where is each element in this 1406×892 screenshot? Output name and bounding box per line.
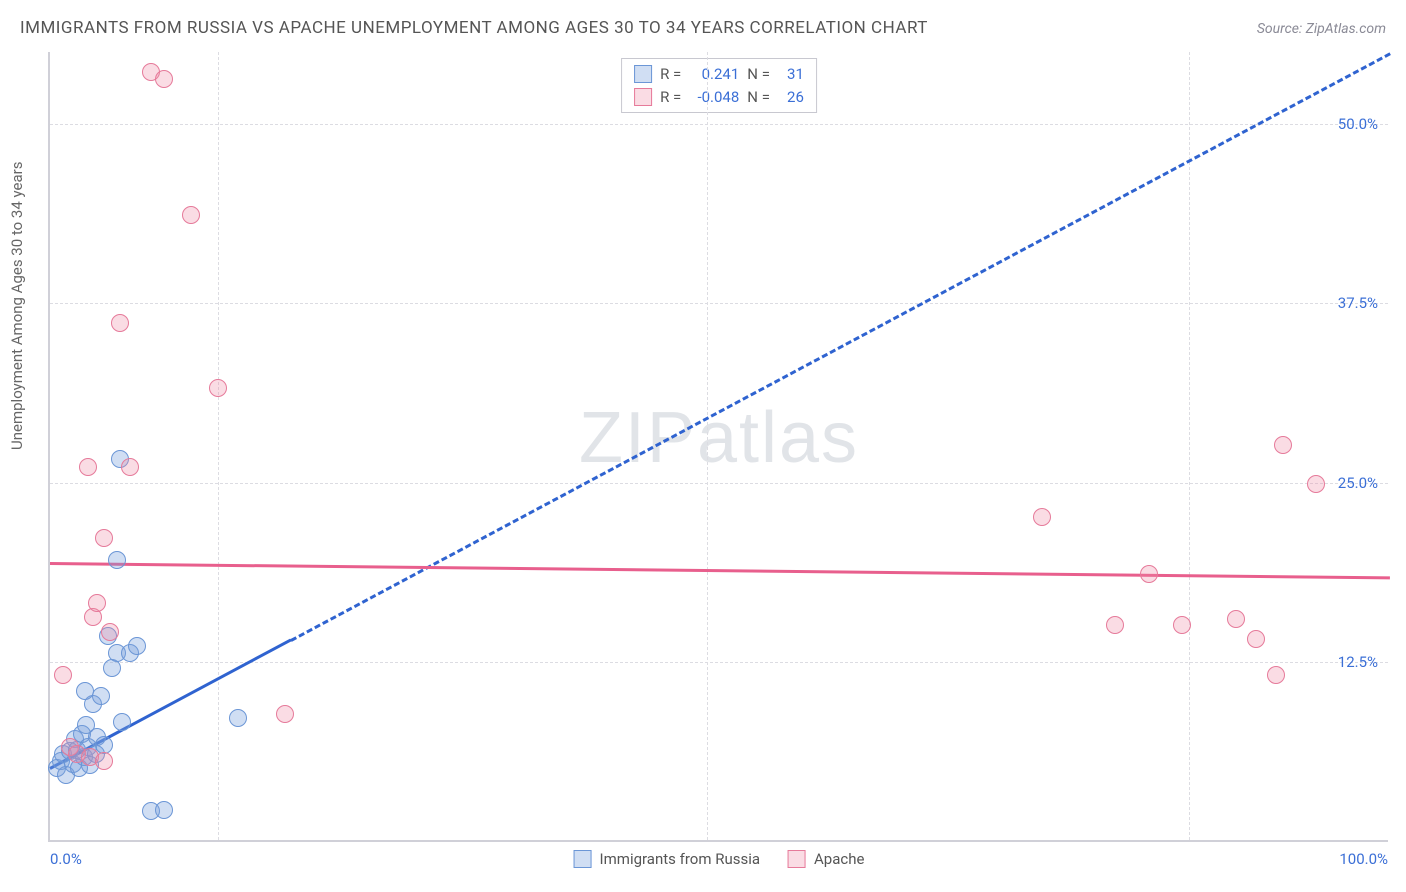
x-axis-max-label: 100.0%	[1339, 850, 1388, 868]
vertical-gridline	[1189, 52, 1190, 840]
header: IMMIGRANTS FROM RUSSIA VS APACHE UNEMPLO…	[20, 18, 1386, 38]
series-legend: Immigrants from Russia Apache	[574, 850, 865, 868]
data-point	[155, 801, 173, 819]
r-label: R =	[660, 86, 681, 109]
data-point	[95, 752, 113, 770]
n-label: N =	[747, 63, 770, 86]
trend-line-extrapolated	[290, 52, 1390, 641]
r-value: -0.048	[689, 86, 739, 109]
legend-swatch	[788, 850, 806, 868]
legend-label: Apache	[814, 850, 864, 868]
legend-label: Immigrants from Russia	[600, 850, 760, 868]
x-axis-min-label: 0.0%	[50, 850, 82, 868]
data-point	[111, 314, 129, 332]
data-point	[209, 379, 227, 397]
legend-swatch	[574, 850, 592, 868]
data-point	[182, 206, 200, 224]
horizontal-gridline	[50, 303, 1388, 304]
data-point	[113, 713, 131, 731]
data-point	[101, 623, 119, 641]
vertical-gridline	[218, 52, 219, 840]
data-point	[79, 458, 97, 476]
y-tick-label: 37.5%	[1338, 294, 1378, 312]
horizontal-gridline	[50, 124, 1388, 125]
data-point	[1267, 666, 1285, 684]
data-point	[276, 705, 294, 723]
y-axis-label: Unemployment Among Ages 30 to 34 years	[8, 162, 26, 450]
y-tick-label: 12.5%	[1338, 653, 1378, 671]
n-label: N =	[747, 86, 770, 109]
data-point	[1247, 630, 1265, 648]
data-point	[1274, 436, 1292, 454]
data-point	[88, 594, 106, 612]
scatter-plot: ZIPatlas R =0.241N =31R =-0.048N =26 0.0…	[48, 52, 1388, 842]
data-point	[1106, 616, 1124, 634]
data-point	[1173, 616, 1191, 634]
source-attribution: Source: ZipAtlas.com	[1257, 21, 1386, 37]
data-point	[155, 70, 173, 88]
data-point	[76, 682, 94, 700]
legend-item: Immigrants from Russia	[574, 850, 760, 868]
data-point	[108, 551, 126, 569]
y-tick-label: 50.0%	[1338, 115, 1378, 133]
stats-row: R = 0.241 N = 31	[634, 63, 804, 86]
series-swatch	[634, 88, 652, 106]
data-point	[1140, 565, 1158, 583]
data-point	[54, 666, 72, 684]
legend-item: Apache	[788, 850, 864, 868]
r-label: R =	[660, 63, 681, 86]
data-point	[1033, 508, 1051, 526]
watermark-bold: ZIP	[579, 398, 697, 478]
series-swatch	[634, 65, 652, 83]
data-point	[121, 458, 139, 476]
data-point	[229, 709, 247, 727]
vertical-gridline	[707, 52, 708, 840]
n-value: 31	[778, 63, 804, 86]
stats-row: R = -0.048 N = 26	[634, 86, 804, 109]
r-value: 0.241	[689, 63, 739, 86]
horizontal-gridline	[50, 483, 1388, 484]
data-point	[92, 687, 110, 705]
data-point	[1307, 475, 1325, 493]
data-point	[95, 529, 113, 547]
data-point	[1227, 610, 1245, 628]
data-point	[128, 637, 146, 655]
chart-title: IMMIGRANTS FROM RUSSIA VS APACHE UNEMPLO…	[20, 18, 928, 38]
y-tick-label: 25.0%	[1338, 474, 1378, 492]
n-value: 26	[778, 86, 804, 109]
correlation-stats-box: R = 0.241 N = 31 R = -0.048 N = 26	[621, 58, 817, 113]
